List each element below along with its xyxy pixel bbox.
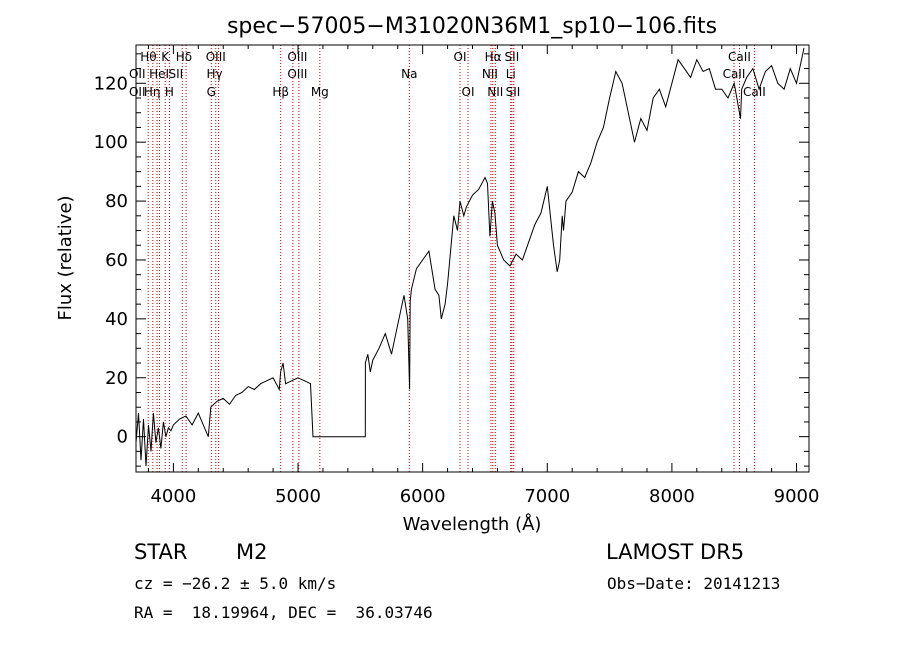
line-label: Hη xyxy=(144,85,161,99)
y-tick-label: 100 xyxy=(94,132,128,153)
line-label: Na xyxy=(401,67,417,81)
line-label: OIII xyxy=(287,50,307,64)
line-label: OII xyxy=(129,85,146,99)
line-label: SII xyxy=(169,67,184,81)
x-tick-label: 8000 xyxy=(649,486,695,507)
survey-name: LAMOST DR5 xyxy=(606,540,745,564)
line-label: G xyxy=(207,85,216,99)
y-axis-label: Flux (relative) xyxy=(55,195,76,320)
line-label: Hγ xyxy=(206,67,222,81)
obs-date: Obs−Date: 20141213 xyxy=(607,574,781,593)
line-label: H xyxy=(165,85,174,99)
line-label: NII xyxy=(487,85,503,99)
line-label: OII xyxy=(129,67,146,81)
line-label: Hδ xyxy=(176,50,192,64)
y-tick-label: 20 xyxy=(105,368,128,389)
y-tick-label: 40 xyxy=(105,309,128,330)
line-label: Hθ xyxy=(140,50,156,64)
y-tick-label: 120 xyxy=(94,73,128,94)
line-label: NII xyxy=(482,67,498,81)
line-label: CaII xyxy=(728,50,751,64)
object-class: STAR xyxy=(134,540,188,564)
line-label: SII xyxy=(505,50,520,64)
y-tick-label: 0 xyxy=(117,427,128,448)
x-axis-label: Wavelength (Å) xyxy=(403,513,542,535)
y-axis-ticks: 0 20 40 60 80 100 120 xyxy=(94,53,809,467)
line-markers xyxy=(147,45,755,472)
line-label: Li xyxy=(506,67,516,81)
redshift-value: cz = −26.2 ± 5.0 km/s xyxy=(134,574,337,593)
line-label: K xyxy=(161,50,170,64)
line-label: Hα xyxy=(485,50,502,64)
x-tick-label: 6000 xyxy=(400,486,446,507)
chart-title: spec−57005−M31020N36M1_sp10−106.fits xyxy=(227,14,717,39)
line-label: Hβ xyxy=(272,85,289,99)
line-label: OIII xyxy=(287,67,307,81)
x-tick-label: 5000 xyxy=(275,486,321,507)
line-label: OI xyxy=(454,50,467,64)
coordinates: RA = 18.19964, DEC = 36.03746 xyxy=(134,603,433,622)
object-subclass: M2 xyxy=(236,540,268,564)
x-tick-label: 7000 xyxy=(524,486,570,507)
plot-frame xyxy=(135,44,810,473)
y-tick-label: 60 xyxy=(105,250,128,271)
line-label: OIII xyxy=(206,50,226,64)
line-label: OI xyxy=(462,85,475,99)
line-label: CaII xyxy=(723,67,746,81)
x-axis-ticks: 4000 5000 6000 7000 8000 9000 xyxy=(147,45,820,507)
line-label: HeI xyxy=(149,67,169,81)
x-tick-label: 9000 xyxy=(774,486,820,507)
line-label: Mg xyxy=(311,85,329,99)
spectrum-line xyxy=(135,47,805,467)
line-label: SII xyxy=(506,85,521,99)
x-tick-label: 4000 xyxy=(150,486,196,507)
y-tick-label: 80 xyxy=(105,191,128,212)
line-label: CaII xyxy=(743,85,766,99)
